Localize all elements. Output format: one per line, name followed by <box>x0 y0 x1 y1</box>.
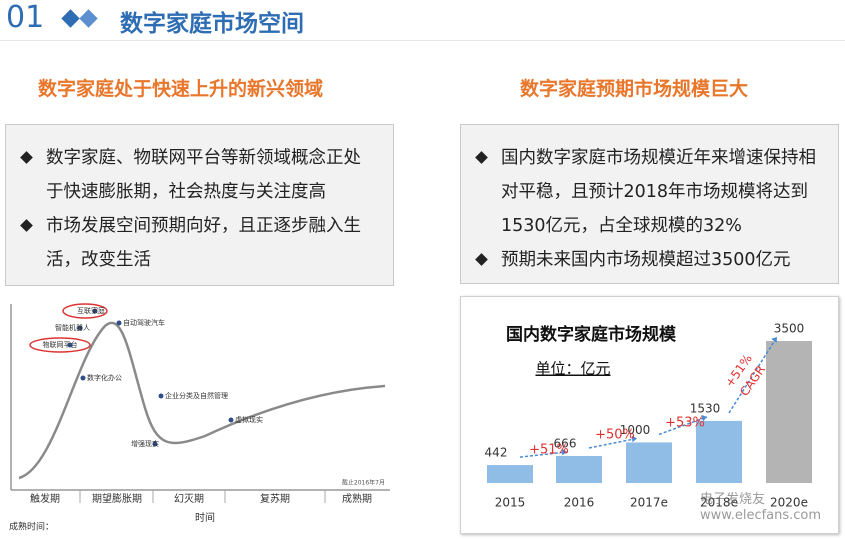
page-title: 数字家庭市场空间 <box>120 11 304 37</box>
item-dot <box>92 308 98 314</box>
phase-label: 成熟期 <box>342 492 372 505</box>
item-label: 虚拟现实 <box>235 415 263 424</box>
value-label: 442 <box>485 446 508 460</box>
chart-panel: 国内数字家庭市场规模 单位：亿元 442 2015 666 2016 1000 2017e… <box>460 296 839 534</box>
phase-label: 期望膨胀期 <box>92 492 142 505</box>
value-label: 3500 <box>774 322 805 336</box>
value-label: 666 <box>554 436 577 450</box>
arrow-head <box>631 435 637 443</box>
divider <box>0 40 845 41</box>
bullet: 预期未来国内市场规模超过3500亿元 <box>471 243 818 277</box>
left-panel: 数字家庭、物联网平台等新领域概念正处于快速膨胀期，社会热度与关注度高 市场发展空… <box>5 124 394 286</box>
item-dot <box>116 320 122 326</box>
item-label: 物联网平台 <box>43 340 78 349</box>
growth-arrow <box>658 416 708 436</box>
right-heading: 数字家庭预期市场规模巨大 <box>520 78 749 100</box>
diamond-icon <box>61 9 98 28</box>
bullet: 国内数字家庭市场规模近年来增速保持相对平稳，且预计2018年市场规模将达到153… <box>471 141 818 243</box>
value-label: 1000 <box>620 423 651 437</box>
watermark-text: www.elecfans.com <box>700 508 822 523</box>
section-number: 01 <box>6 0 45 35</box>
x-tick-label: 2016 <box>564 496 595 510</box>
item-dot <box>80 375 86 381</box>
item-dot <box>77 325 83 331</box>
left-heading: 数字家庭处于快速上升的新兴领域 <box>38 78 324 100</box>
bullet: 市场发展空间预期向好，且正逐步融入生活，改变生活 <box>16 209 373 277</box>
right-panel: 国内数字家庭市场规模近年来增速保持相对平稳，且预计2018年市场规模将达到153… <box>460 124 839 284</box>
legend-title: 成熟时间： <box>9 521 54 533</box>
x-tick-label: 2018e <box>700 496 738 510</box>
x-tick-label: 2017e <box>630 496 668 510</box>
item-dot <box>228 417 234 423</box>
arrow-head <box>771 337 777 343</box>
growth-label: +50% <box>595 428 635 443</box>
item-dot <box>152 441 158 447</box>
item-dot <box>158 393 164 399</box>
growth-label: +51% <box>529 443 569 458</box>
item-dot <box>67 342 73 348</box>
growth-arrow <box>588 437 638 449</box>
item-label: 互联家庭 <box>77 306 105 315</box>
phase-label: 复苏期 <box>260 492 290 505</box>
arrow-head <box>701 414 707 422</box>
item-label: 智能机器人 <box>55 323 90 332</box>
x-tick-label: 2015 <box>495 496 526 510</box>
x-tick-label: 2020e <box>770 496 808 510</box>
phase-label: 幻灭期 <box>174 492 204 505</box>
bar <box>626 442 672 483</box>
bar <box>696 420 742 483</box>
item-label: 自动驾驶汽车 <box>123 318 165 327</box>
growth-label: +53% <box>665 416 705 431</box>
watermark-text: 电子发烧友 <box>700 492 766 507</box>
value-label: 1530 <box>690 401 721 415</box>
arrow-head <box>561 448 568 456</box>
item-label: 企业分类及自然管理 <box>165 391 228 400</box>
item-label: 增强现实 <box>131 439 159 448</box>
item-label: 数字化办公 <box>87 373 122 382</box>
bar <box>487 465 533 483</box>
bar <box>556 455 602 483</box>
bar <box>766 341 812 483</box>
phase-label: 触发期 <box>30 492 60 505</box>
x-axis-label: 时间 <box>195 511 215 524</box>
bullet: 数字家庭、物联网平台等新领域概念正处于快速膨胀期，社会热度与关注度高 <box>16 141 373 209</box>
chart: 国内数字家庭市场规模 单位：亿元 442 2015 666 2016 1000 2017e… <box>485 322 812 510</box>
watermark: 电子发烧友 www.elecfans.com <box>700 492 821 524</box>
date-note: 截止2016年7月 <box>342 479 385 487</box>
chart-subtitle: 单位：亿元 <box>535 360 610 378</box>
growth-arrow <box>519 451 568 458</box>
chart-title: 国内数字家庭市场规模 <box>506 324 677 345</box>
